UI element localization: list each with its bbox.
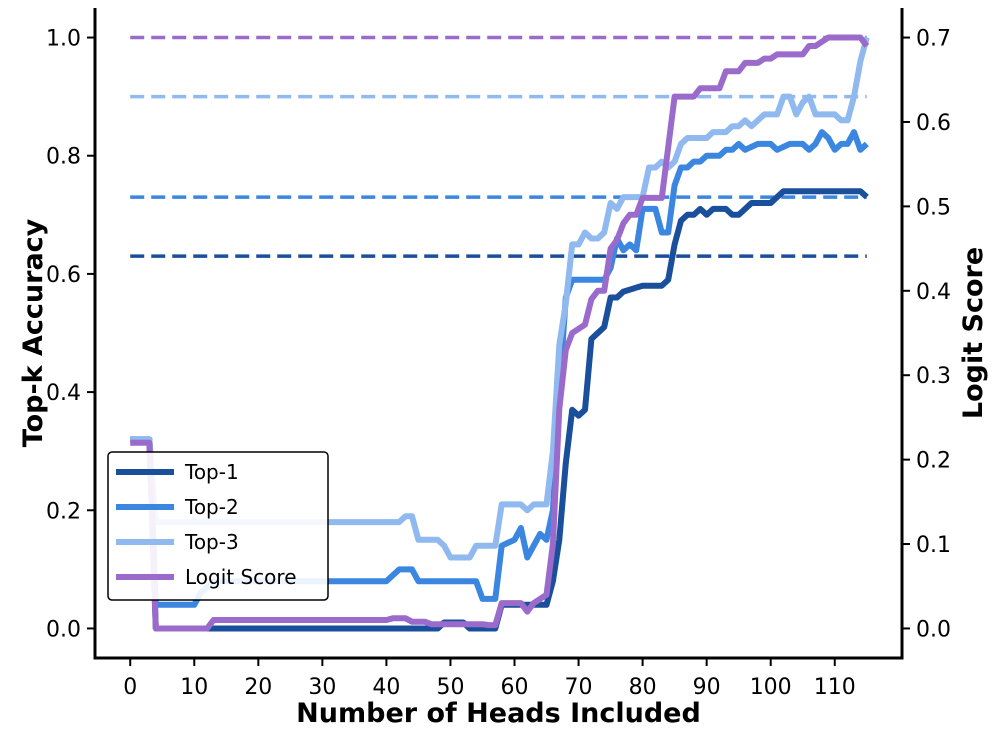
y-left-tick-label: 0.0 (46, 617, 81, 642)
y-left-tick-label: 0.2 (46, 499, 81, 524)
y-left-tick-label: 0.6 (46, 263, 81, 288)
x-tick-label: 110 (814, 675, 856, 700)
y-right-tick-label: 0.4 (916, 280, 951, 305)
x-tick-label: 80 (629, 675, 657, 700)
x-tick-label: 100 (750, 675, 792, 700)
y-left-tick-label: 1.0 (46, 27, 81, 52)
y-right-tick-label: 0.3 (916, 364, 951, 389)
y-right-tick-label: 0.1 (916, 533, 951, 558)
x-tick-label: 20 (244, 675, 272, 700)
legend-label-logit-score: Logit Score (185, 565, 297, 589)
y-axis-left-title: Top-k Accuracy (18, 218, 49, 447)
y-left-tick-label: 0.8 (46, 145, 81, 170)
x-tick-label: 50 (436, 675, 464, 700)
y-right-tick-label: 0.5 (916, 195, 951, 220)
x-tick-label: 60 (501, 675, 529, 700)
x-axis-title: Number of Heads Included (296, 698, 701, 729)
y-axis-right-title: Logit Score (958, 247, 989, 419)
series-line-top-3 (130, 36, 870, 561)
x-tick-label: 30 (308, 675, 336, 700)
x-tick-label: 90 (693, 675, 721, 700)
x-tick-label: 10 (180, 675, 208, 700)
series-line-logit-score (130, 34, 870, 632)
legend-label-top-3: Top-3 (184, 530, 239, 554)
y-left-tick-label: 0.4 (46, 381, 81, 406)
series-line-top-1 (130, 188, 869, 632)
x-tick-label: 40 (372, 675, 400, 700)
x-tick-label: 70 (565, 675, 593, 700)
y-right-tick-label: 0.2 (916, 449, 951, 474)
y-right-tick-label: 0.7 (916, 27, 951, 52)
x-tick-label: 0 (123, 675, 137, 700)
y-right-tick-label: 0.6 (916, 111, 951, 136)
y-right-tick-label: 0.0 (916, 617, 951, 642)
series-line-top-2 (130, 129, 869, 608)
legend-box (107, 451, 329, 601)
legend-label-top-1: Top-1 (184, 460, 239, 484)
legend-label-top-2: Top-2 (184, 495, 239, 519)
